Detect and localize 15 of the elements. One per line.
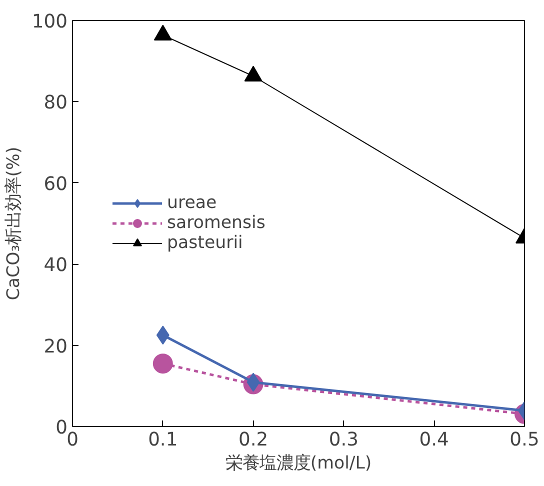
- legend-label: ureae: [167, 193, 217, 213]
- x-tick-label: 0.5: [510, 430, 540, 450]
- legend-label: pasteurii: [167, 233, 243, 253]
- x-tick-label: 0.3: [328, 430, 359, 450]
- y-tick-label: 100: [32, 12, 68, 32]
- x-tick-label: 0.2: [238, 430, 268, 450]
- x-tick-label: 0.4: [419, 430, 449, 450]
- y-tick-label: 60: [44, 174, 68, 195]
- y-tick-label: 80: [44, 92, 68, 114]
- x-axis-title: 栄養塩濃度(mol/L): [225, 454, 372, 474]
- y-tick-label: 40: [44, 255, 68, 276]
- y-axis-title: CaCO₃析出効率(%): [4, 146, 24, 300]
- y-tick-label: 20: [44, 336, 68, 358]
- x-tick-label: 0.1: [148, 430, 178, 450]
- legend-label: saromensis: [167, 213, 266, 233]
